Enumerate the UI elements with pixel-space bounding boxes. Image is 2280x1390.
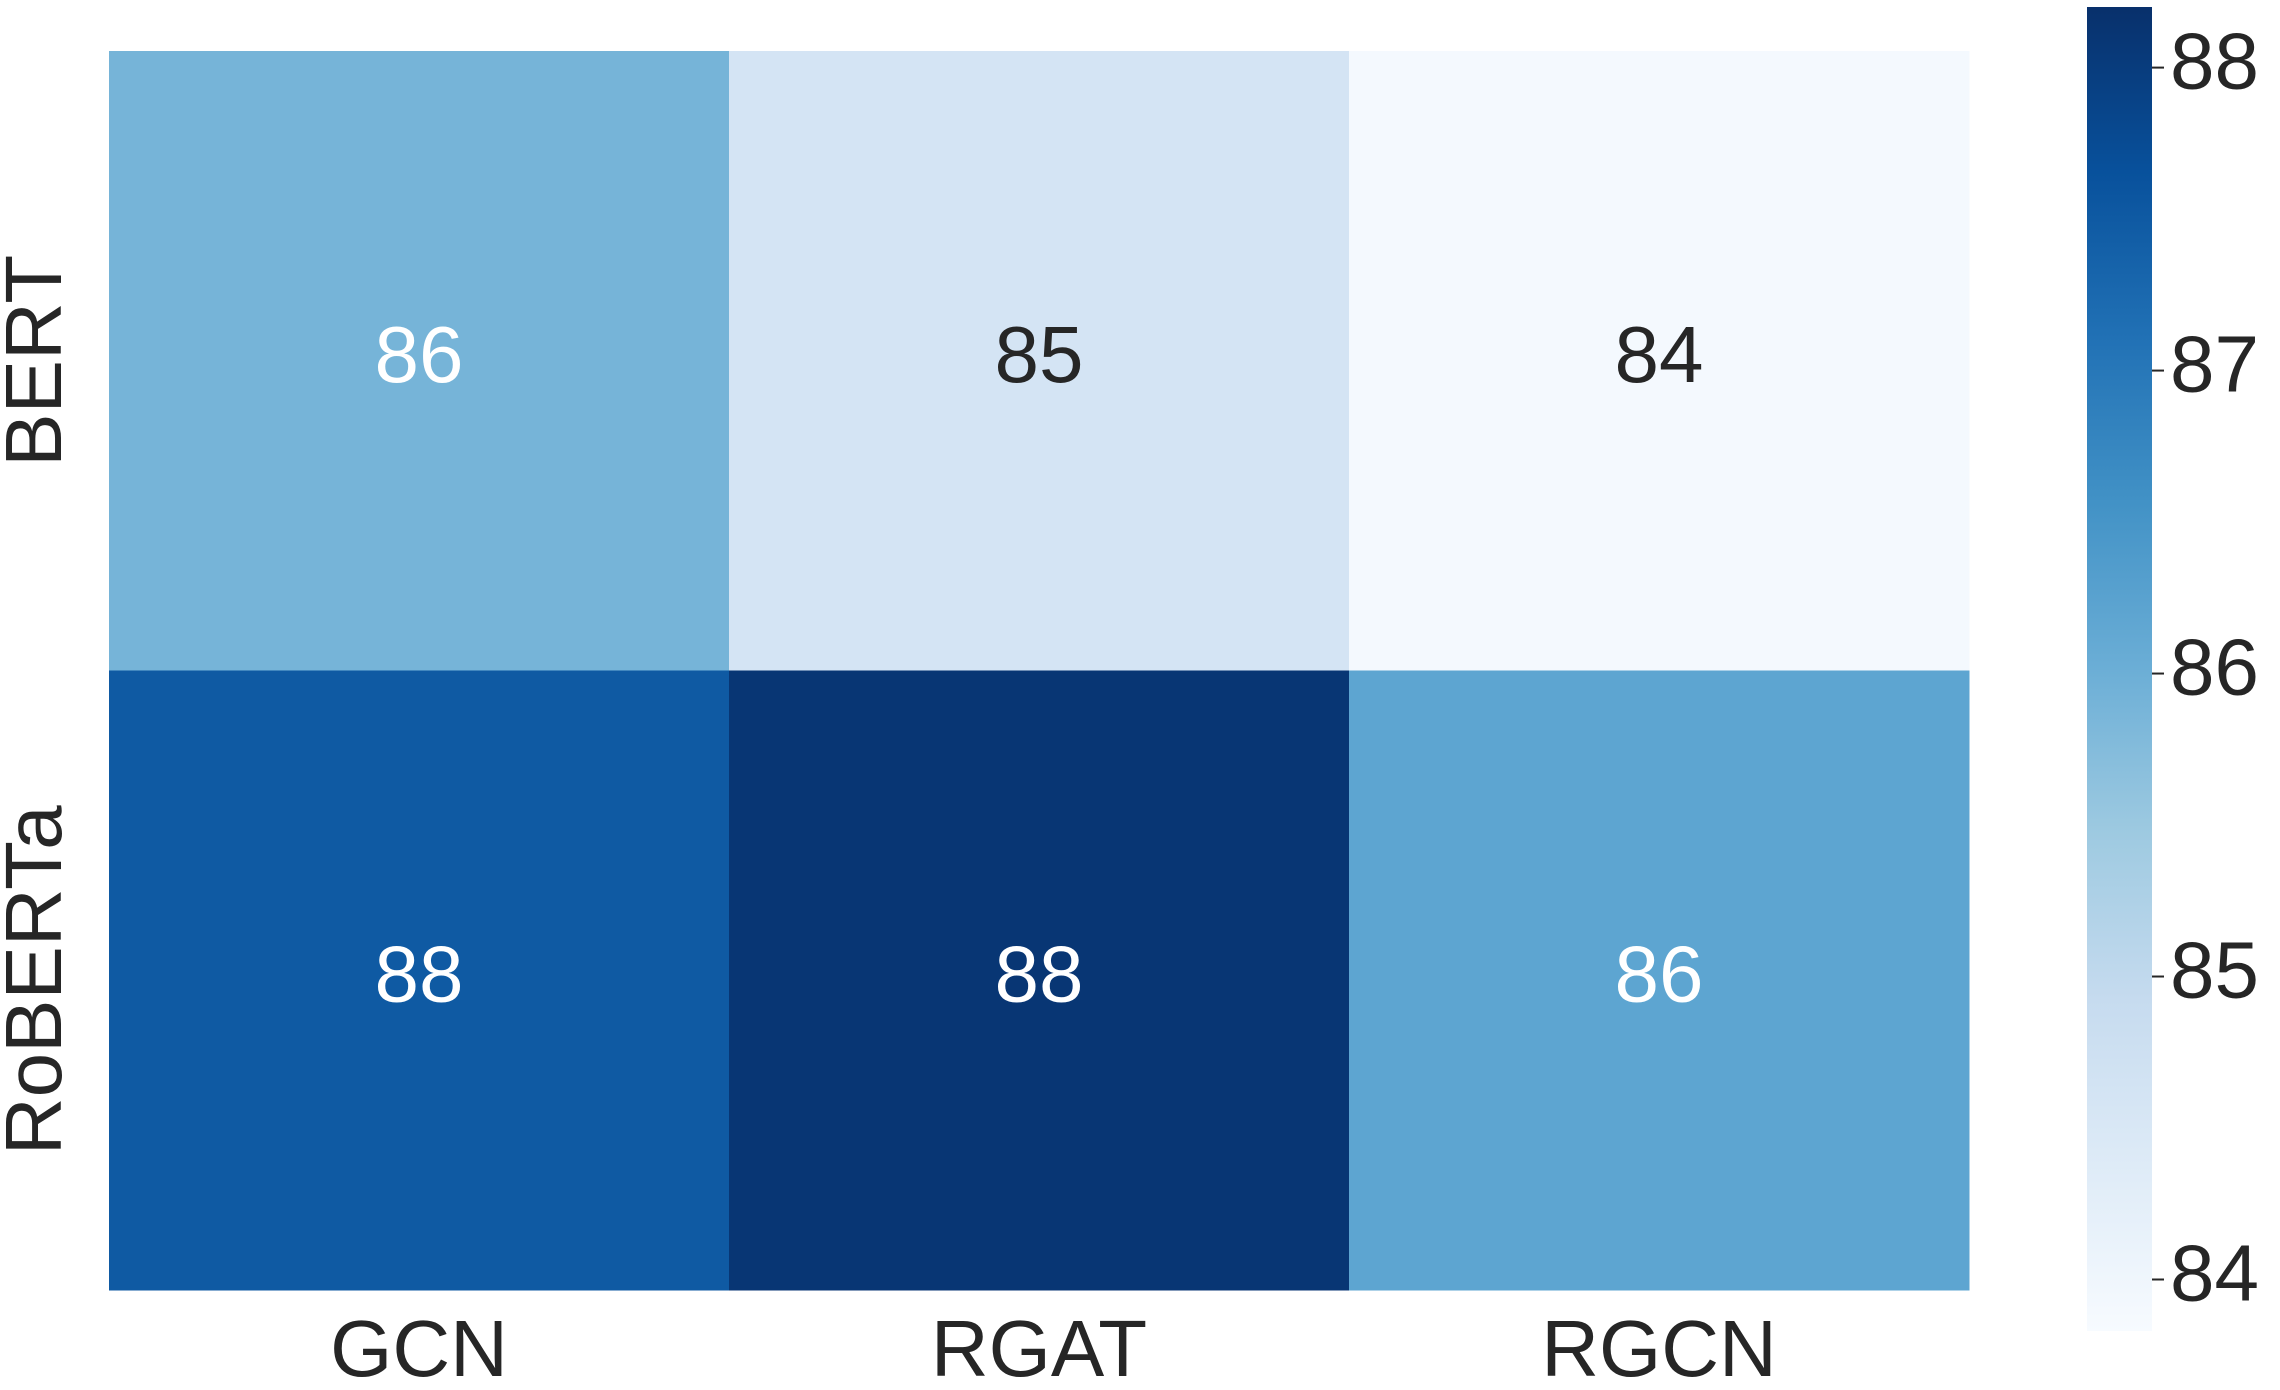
heatmap-cell bbox=[1349, 670, 1970, 1291]
cell-label: 88 bbox=[995, 929, 1084, 1018]
cell-label: 84 bbox=[1615, 310, 1704, 399]
colorbar-tick-label: 88 bbox=[2170, 17, 2259, 106]
heatmap-cell bbox=[109, 51, 730, 671]
heatmap-cell bbox=[729, 51, 1350, 671]
cell-label: 86 bbox=[1615, 929, 1704, 1018]
colorbar-tick-label: 84 bbox=[2170, 1229, 2259, 1318]
colorbar bbox=[2087, 7, 2152, 1331]
colorbar-tick-label: 85 bbox=[2170, 926, 2259, 1015]
cell-label: 85 bbox=[995, 310, 1084, 399]
x-tick-label: RGCN bbox=[1541, 1304, 1777, 1390]
x-tick-label: RGAT bbox=[931, 1304, 1147, 1390]
colorbar-tick-label: 87 bbox=[2170, 320, 2259, 409]
heatmap-cell bbox=[109, 670, 730, 1291]
cell-label: 88 bbox=[375, 929, 464, 1018]
y-tick-label: RoBERTa bbox=[0, 805, 78, 1155]
heatmap-cell bbox=[729, 670, 1350, 1291]
heatmap-cell bbox=[1349, 51, 1970, 671]
cell-label: 86 bbox=[375, 310, 464, 399]
y-tick-label: BERT bbox=[0, 255, 78, 467]
x-tick-label: GCN bbox=[330, 1304, 508, 1390]
colorbar-tick-label: 86 bbox=[2170, 623, 2259, 712]
